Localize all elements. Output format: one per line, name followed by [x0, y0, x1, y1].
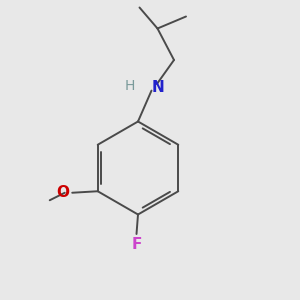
Text: O: O	[56, 185, 69, 200]
Text: F: F	[131, 237, 142, 252]
Text: N: N	[152, 80, 164, 94]
Text: H: H	[124, 79, 135, 92]
